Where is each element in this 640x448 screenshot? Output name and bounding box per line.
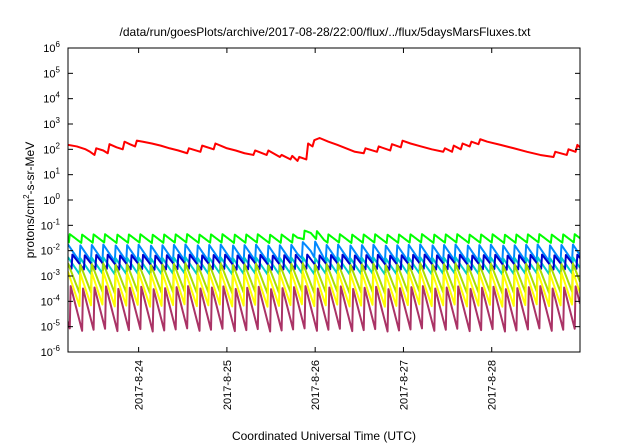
x-tick-label: 2017-8-28 bbox=[487, 360, 499, 410]
y-tick-label: 103 bbox=[43, 116, 60, 131]
x-tick-label: 2017-8-24 bbox=[134, 360, 146, 410]
y-axis: 10-6 10-5 10-4 10-3 10-2 10-1 100 101 102 103 104 1… bbox=[41, 40, 580, 359]
y-tick-label: 10-6 bbox=[41, 344, 61, 359]
y-axis-label-superscript: 2 bbox=[22, 194, 31, 199]
y-tick-label: 10-5 bbox=[41, 319, 61, 334]
y-tick-label: 105 bbox=[43, 65, 60, 80]
series-line-7 bbox=[68, 270, 580, 308]
y-axis-label: protons/cm2-s-sr-MeV bbox=[22, 142, 37, 258]
y-tick-label: 101 bbox=[43, 167, 60, 182]
y-tick-label: 10-4 bbox=[41, 293, 61, 308]
y-tick-label: 104 bbox=[43, 91, 60, 106]
series-line-2 bbox=[68, 229, 580, 244]
x-tick-label: 2017-8-26 bbox=[310, 360, 322, 410]
y-tick-label: 106 bbox=[43, 40, 60, 55]
y-axis-label-suffix: -s-sr-MeV bbox=[23, 142, 37, 195]
series-line-6 bbox=[68, 262, 580, 295]
y-tick-label: 100 bbox=[43, 192, 60, 207]
y-tick-label: 10-1 bbox=[41, 217, 61, 232]
series-line-5 bbox=[68, 253, 580, 271]
series-line-8 bbox=[68, 285, 580, 333]
x-tick-label: 2017-8-25 bbox=[222, 360, 234, 410]
y-axis-label-prefix: protons/cm bbox=[23, 199, 37, 258]
x-axis: 2017-8-24 2017-8-25 2017-8-26 2017-8-27 2017… bbox=[134, 48, 499, 410]
chart-title: /data/run/goesPlots/archive/2017-08-28/2… bbox=[120, 25, 532, 39]
series-layer bbox=[68, 137, 580, 333]
x-axis-label: Coordinated Universal Time (UTC) bbox=[232, 429, 416, 443]
y-tick-label: 10-2 bbox=[41, 243, 61, 258]
series-line-1 bbox=[68, 137, 580, 162]
y-tick-label: 10-3 bbox=[41, 268, 61, 283]
y-tick-label: 102 bbox=[43, 141, 60, 156]
series-line-3 bbox=[68, 240, 580, 263]
x-tick-label: 2017-8-27 bbox=[398, 360, 410, 410]
